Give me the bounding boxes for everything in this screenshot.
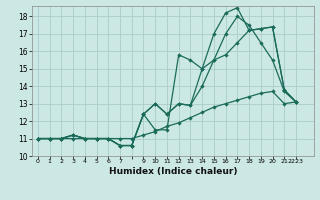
X-axis label: Humidex (Indice chaleur): Humidex (Indice chaleur)	[108, 167, 237, 176]
